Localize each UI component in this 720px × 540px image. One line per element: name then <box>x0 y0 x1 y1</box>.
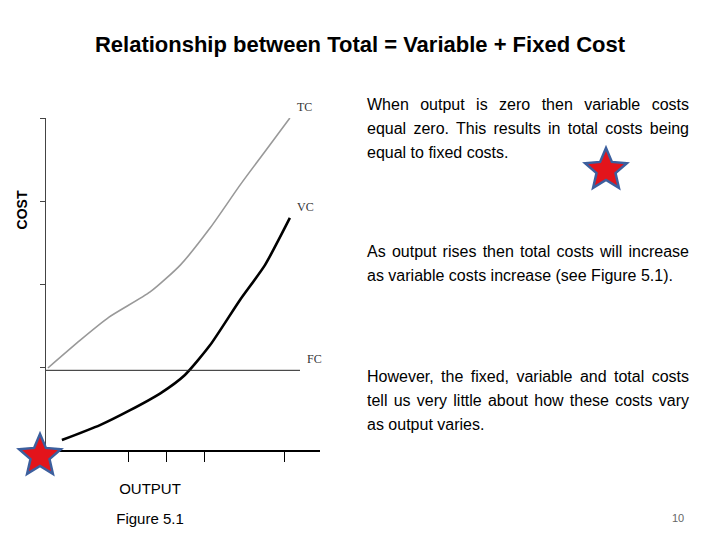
html-text:When output is zero then varia: When output is zero then variable costs … <box>367 96 689 161</box>
html-text:Relationship between Total = V: Relationship between Total = Variable + … <box>94 32 626 57</box>
svg-text:TC: TC <box>297 100 312 114</box>
html-text:10: 10 <box>671 512 685 524</box>
html-text:However, the fixed, variable a: However, the fixed, variable and total c… <box>367 368 689 433</box>
html-text:OUTPUT: OUTPUT <box>119 479 181 497</box>
svg-text:FC: FC <box>307 352 322 366</box>
html-text:As output rises then total cos: As output rises then total costs will in… <box>367 243 689 284</box>
html-text:COST: COST <box>14 190 30 230</box>
svg-text:VC: VC <box>297 200 314 214</box>
html-text:Figure 5.1: Figure 5.1 <box>116 509 184 527</box>
